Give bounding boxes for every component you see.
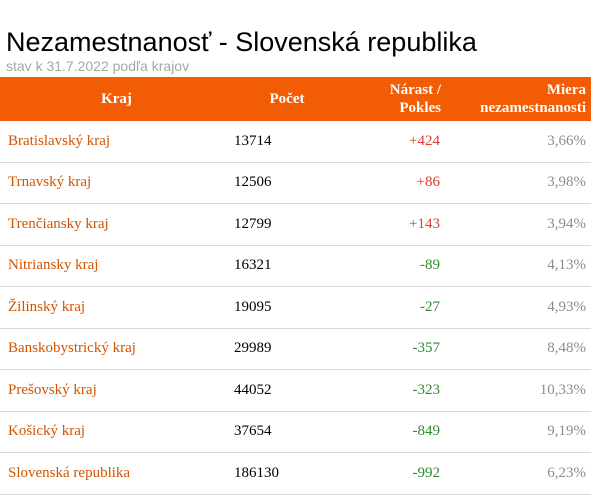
header-change-label: Nárast / Pokles xyxy=(389,82,441,116)
region-cell: Trnavský kraj xyxy=(8,174,92,191)
header-region: Kraj xyxy=(101,91,132,107)
page-subtitle: stav k 31.7.2022 podľa krajov xyxy=(6,58,190,74)
count-cell: 12506 xyxy=(234,174,272,191)
table-row: Žilinský kraj 19095 -27 4,93% xyxy=(0,287,591,329)
region-cell: Nitriansky kraj xyxy=(8,257,99,274)
change-cell: -323 xyxy=(412,381,441,398)
header-count: Počet xyxy=(269,91,305,107)
change-cell: +86 xyxy=(416,174,440,191)
rate-cell: 10,33% xyxy=(539,381,586,398)
count-cell: 16321 xyxy=(234,257,272,274)
region-cell: Košický kraj xyxy=(8,423,86,440)
count-cell: 19095 xyxy=(234,298,272,315)
table-row: Bratislavský kraj 13714 +424 3,66% xyxy=(0,121,591,163)
count-cell: 13714 xyxy=(234,132,272,149)
table-body: Bratislavský kraj 13714 +424 3,66% Trnavský … xyxy=(0,121,591,495)
count-cell: 44052 xyxy=(234,381,272,398)
change-cell: -89 xyxy=(420,257,440,274)
table-header: Kraj Počet Nárast / Pokles Miera nezames… xyxy=(0,77,591,121)
region-cell: Trenčiansky kraj xyxy=(8,215,109,232)
rate-cell: 3,98% xyxy=(547,174,586,191)
table-row: Košický kraj 37654 -849 9,19% xyxy=(0,412,591,453)
change-cell: +424 xyxy=(409,132,440,149)
unemployment-table: Kraj Počet Nárast / Pokles Miera nezames… xyxy=(0,77,591,495)
region-cell: Žilinský kraj xyxy=(8,298,86,315)
region-cell: Banskobystrický kraj xyxy=(8,340,136,357)
header-change: Nárast / Pokles xyxy=(341,77,441,121)
count-cell: 186130 xyxy=(234,464,279,481)
region-cell: Prešovský kraj xyxy=(8,381,97,398)
header-rate-label: Miera nezamestnanosti xyxy=(480,82,586,116)
count-cell: 29989 xyxy=(234,340,272,357)
change-cell: -357 xyxy=(412,340,441,357)
rate-cell: 8,48% xyxy=(547,340,586,357)
region-cell: Bratislavský kraj xyxy=(8,132,111,149)
rate-cell: 3,66% xyxy=(547,132,586,149)
count-cell: 37654 xyxy=(234,423,272,440)
page-title: Nezamestnanosť - Slovenská republika xyxy=(6,27,477,57)
change-cell: -849 xyxy=(412,423,441,440)
change-cell: +143 xyxy=(409,215,440,232)
table-row: Nitriansky kraj 16321 -89 4,13% xyxy=(0,246,591,287)
table-row: Slovenská republika 186130 -992 6,23% xyxy=(0,453,591,495)
region-cell: Slovenská republika xyxy=(8,464,131,481)
count-cell: 12799 xyxy=(234,215,272,232)
rate-cell: 6,23% xyxy=(547,464,586,481)
table-row: Trnavský kraj 12506 +86 3,98% xyxy=(0,163,591,204)
change-cell: -27 xyxy=(420,298,440,315)
table-row: Banskobystrický kraj 29989 -357 8,48% xyxy=(0,329,591,370)
rate-cell: 4,93% xyxy=(547,298,586,315)
table-row: Prešovský kraj 44052 -323 10,33% xyxy=(0,370,591,412)
change-cell: -992 xyxy=(412,464,441,481)
table-row: Trenčiansky kraj 12799 +143 3,94% xyxy=(0,204,591,246)
rate-cell: 4,13% xyxy=(547,257,586,274)
rate-cell: 3,94% xyxy=(547,215,586,232)
rate-cell: 9,19% xyxy=(547,423,586,440)
header-rate: Miera nezamestnanosti xyxy=(441,77,586,121)
